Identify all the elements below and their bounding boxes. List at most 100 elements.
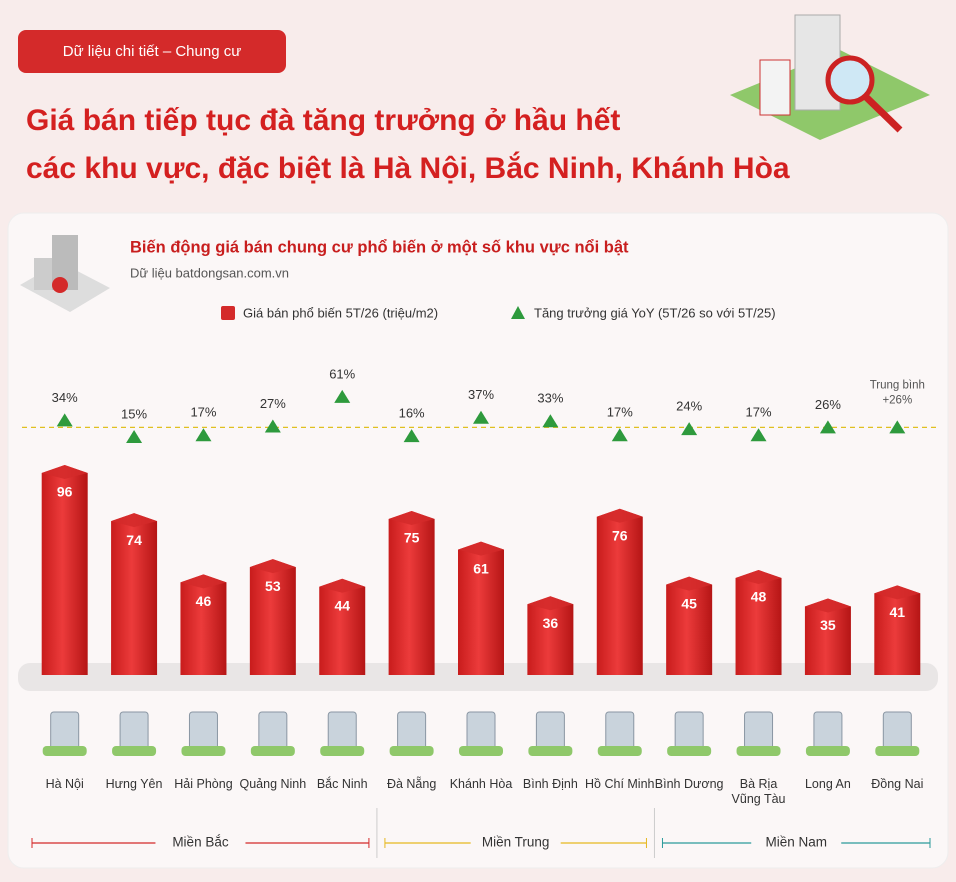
group-label: Miền Nam [765, 835, 827, 850]
bar-top [180, 574, 227, 589]
bar-top [319, 578, 366, 593]
category-label: Bà Rịa Vũng Tàu [731, 777, 786, 806]
landmark-icon [459, 746, 503, 756]
growth-marker [542, 414, 559, 428]
growth-label: 17% [190, 405, 216, 420]
growth-label: 33% [537, 391, 563, 406]
bar-top [666, 576, 713, 591]
bar [180, 574, 227, 675]
bar [874, 585, 921, 675]
growth-marker [126, 429, 143, 443]
bar [319, 578, 366, 675]
average-label: Trung bình [870, 379, 925, 391]
bar-top [388, 510, 435, 525]
bar-label: 45 [681, 595, 697, 611]
bar-top [527, 596, 574, 611]
bar-top [874, 585, 921, 600]
bar [527, 596, 574, 675]
growth-label: 34% [52, 390, 78, 405]
bar [735, 570, 782, 675]
growth-marker [403, 429, 420, 443]
category-label: Đồng Nai [871, 777, 924, 791]
growth-marker [334, 389, 351, 403]
header-illustration [730, 14, 930, 140]
growth-label: 61% [329, 366, 355, 381]
bar-top [41, 465, 88, 479]
bar [666, 576, 713, 675]
category-label: Khánh Hòa [449, 777, 513, 791]
bar [804, 598, 851, 675]
bar-top [735, 570, 782, 584]
growth-label: 15% [121, 406, 147, 421]
bar-top [111, 513, 158, 528]
growth-label: 26% [815, 397, 841, 412]
bar [388, 510, 435, 675]
group-label-bg [155, 833, 246, 853]
bar [41, 465, 88, 675]
growth-marker [473, 410, 489, 424]
group-label-bg [470, 833, 561, 853]
bar-label: 61 [473, 560, 489, 576]
chart-title: Biến động giá bán chung cư phổ biến ở mộ… [130, 238, 629, 256]
landmark-icon [667, 746, 712, 756]
bar-top [458, 541, 504, 556]
bar-label: 41 [890, 604, 906, 620]
landmark-icon [250, 746, 295, 756]
group-label: Miền Trung [482, 835, 550, 850]
growth-marker [819, 420, 836, 434]
landmark-icon [805, 746, 850, 756]
growth-marker [611, 428, 628, 442]
bar-label: 44 [334, 597, 350, 613]
average-value: +26% [882, 394, 912, 406]
bar-top [804, 598, 851, 613]
landmark-icon [42, 746, 87, 756]
legend-swatch [511, 306, 525, 319]
bar-label: 74 [126, 532, 142, 548]
card [7, 212, 949, 869]
category-label: Bắc Ninh [316, 777, 368, 791]
landmark-icon [320, 746, 365, 756]
badge [18, 30, 286, 73]
landmark-icon [736, 746, 781, 756]
growth-label: 27% [260, 396, 286, 411]
bar-label: 46 [196, 593, 212, 609]
growth-marker [56, 413, 73, 427]
bar-label: 75 [404, 530, 420, 546]
bar-label: 96 [57, 484, 73, 500]
growth-marker [681, 422, 698, 436]
growth-label: 17% [746, 405, 772, 420]
bar-label: 48 [751, 589, 767, 605]
growth-label: 24% [676, 399, 702, 414]
landmark-icon [112, 746, 157, 756]
bar-top [249, 559, 296, 574]
badge-text: Dữ liệu chi tiết – Chung cư [63, 43, 242, 60]
legend-label: Giá bán phổ biến 5T/26 (triệu/m2) [243, 305, 438, 320]
headline: các khu vực, đặc biệt là Hà Nội, Bắc Nin… [26, 151, 790, 185]
category-label: Bình Dương [654, 777, 724, 791]
category-label: Hồ Chí Minh [585, 777, 655, 791]
headline: Giá bán tiếp tục đà tăng trưởng ở hầu hế… [26, 104, 620, 137]
category-label: Long An [804, 777, 851, 791]
bar-label: 76 [612, 527, 628, 543]
category-label: Hải Phòng [174, 777, 233, 791]
growth-marker [195, 428, 212, 442]
category-label: Bình Định [522, 777, 578, 791]
legend-swatch [221, 306, 235, 320]
card-illustration [20, 235, 110, 312]
growth-label: 17% [607, 405, 633, 420]
bar [111, 513, 158, 675]
bar [596, 508, 643, 675]
landmark-icon [528, 746, 573, 756]
landmark-icon [181, 746, 226, 756]
landmark-icon [875, 746, 920, 756]
group-label-bg [751, 833, 842, 853]
category-label: Hưng Yên [105, 777, 163, 791]
landmark-icon [389, 746, 434, 756]
legend-label: Tăng trưởng giá YoY (5T/26 so với 5T/25) [534, 305, 776, 320]
bar-label: 35 [820, 617, 836, 633]
category-label: Đà Nẵng [386, 777, 437, 791]
category-label: Hà Nội [45, 777, 84, 791]
chart-subtitle: Dữ liệu batdongsan.com.vn [130, 265, 289, 280]
growth-label: 37% [468, 387, 494, 402]
